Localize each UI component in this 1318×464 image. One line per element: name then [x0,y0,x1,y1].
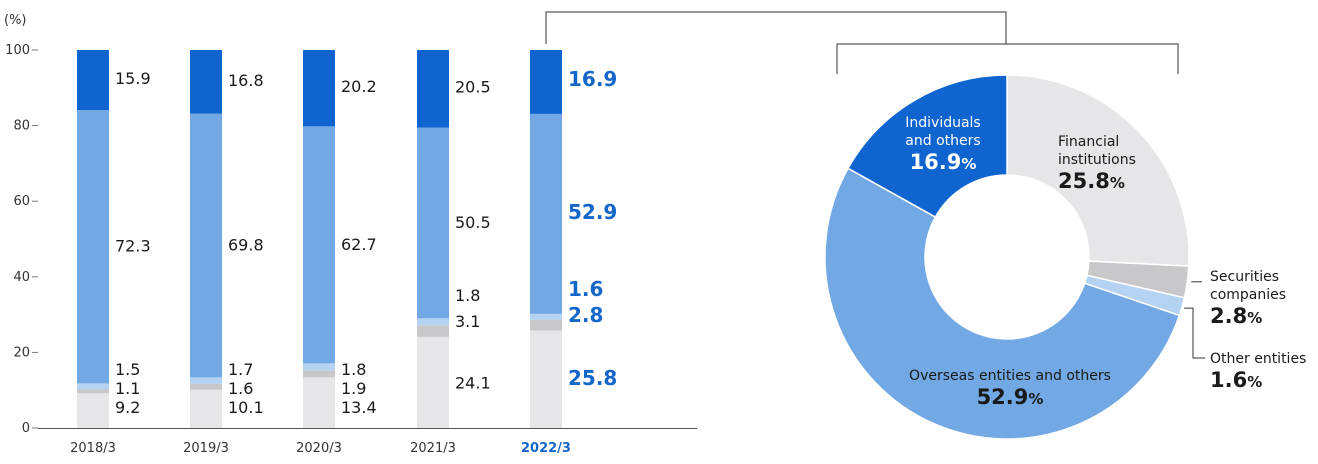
y-tick-label: 20 [13,345,30,360]
bar-segment-individuals [417,50,449,128]
label-financial-name: institutions [1058,152,1136,168]
x-tick-label: 2018/3 [70,441,116,456]
label-securities-name: Securities [1210,269,1279,285]
bar-segment-overseas [303,126,335,364]
bar-segment-financial [530,330,562,428]
value-label-other: 1.6 [568,277,603,301]
label-individuals-value: 16.9% [910,150,977,174]
bar-segment-securities [530,319,562,331]
value-label-overseas: 69.8 [228,235,264,254]
value-label-financial: 25.8 [568,366,617,390]
y-tick-label: 100 [5,43,30,58]
value-label-overseas: 72.3 [115,237,151,256]
bar-segment-financial [417,336,449,428]
value-label-individuals: 16.9 [568,67,617,91]
value-label-overseas: 62.7 [341,235,377,254]
label-overseas-value: 52.9% [977,385,1044,409]
label-financial-value-number: 25.8 [1058,169,1110,193]
bar-segment-securities [303,370,335,378]
stacked-bar-chart: (%) 0 20 40 60 80 100 9.21.11.5 72.3 15.9 2018/3 10… [4,13,697,456]
x-tick-label: 2021/3 [410,441,456,456]
x-tick-label: 2022/3 [521,441,571,456]
bar-segment-individuals [190,50,222,114]
value-label-financial: 9.2 [115,398,140,417]
bar-segment-other [77,383,109,390]
bar-segment-securities [77,389,109,394]
y-tick-label: 60 [13,194,30,209]
value-label-securities: 2.8 [568,303,603,327]
label-other-name: Other entities [1210,351,1306,367]
value-label-securities: 1.1 [115,379,140,398]
connector-bracket [545,11,1179,74]
bar-segment-overseas [417,127,449,319]
value-label-individuals: 15.9 [115,69,151,88]
label-overseas-value-number: 52.9 [977,385,1029,409]
label-overseas-name: Overseas entities and others [909,368,1111,384]
bar-segment-securities [417,325,449,337]
value-label-securities: 1.6 [228,379,253,398]
donut-slice-financial [1006,74,1190,267]
donut-slice-overseas [824,167,1181,440]
bar-segment-individuals [530,50,562,114]
value-label-financial: 13.4 [341,398,377,417]
x-tick-label: 2019/3 [183,441,229,456]
value-label-overseas: 50.5 [455,213,491,232]
label-securities-value: 2.8% [1210,304,1262,328]
bar-segment-overseas [77,110,109,384]
bar-segment-other [530,313,562,320]
value-label-individuals: 20.2 [341,77,377,96]
value-label-overseas: 52.9 [568,200,617,224]
connector-line [545,11,1007,44]
value-label-financial: 24.1 [455,373,491,392]
label-financial-value-percent: % [1110,174,1125,192]
value-label-other: 1.8 [455,286,480,305]
label-individuals-name: Individuals [905,115,980,131]
label-individuals-value-percent: % [961,155,976,173]
label-individuals-name: and others [905,133,980,149]
bar-segment-other [417,318,449,326]
label-other-value: 1.6% [1210,368,1262,392]
value-label-securities: 3.1 [455,312,480,331]
bar-segment-other [303,363,335,371]
value-label-other: 1.5 [115,360,140,379]
value-label-individuals: 16.8 [228,71,264,90]
bar-segment-individuals [77,50,109,111]
bar-segment-overseas [530,113,562,314]
y-tick-label: 40 [13,270,30,285]
label-financial-value: 25.8% [1058,169,1125,193]
value-label-individuals: 20.5 [455,78,491,97]
donut-slice-individuals [847,74,1008,219]
label-overseas-value-percent: % [1028,390,1043,408]
label-securities-name: companies [1210,287,1286,303]
label-financial-name: Financial [1058,134,1119,150]
y-tick-label: 80 [13,119,30,134]
leader-line-other [1184,307,1205,359]
bar-segment-financial [190,389,222,428]
label-securities-value-percent: % [1247,309,1262,327]
value-label-financial: 10.1 [228,398,264,417]
label-securities-value-number: 2.8 [1210,304,1247,328]
bar-segment-financial [77,393,109,428]
bar-segment-individuals [303,50,335,127]
y-tick-label: 0 [22,421,30,436]
bar-segment-overseas [190,113,222,378]
bar-segment-financial [303,377,335,428]
x-tick-label: 2020/3 [296,441,342,456]
value-label-other: 1.7 [228,360,253,379]
value-label-other: 1.8 [341,360,366,379]
bar-segment-other [190,377,222,384]
label-individuals-value-number: 16.9 [910,150,962,174]
y-axis-label: (%) [4,13,27,28]
label-other-value-percent: % [1247,373,1262,391]
label-other-value-number: 1.6 [1210,368,1247,392]
bar-segment-securities [190,383,222,390]
value-label-securities: 1.9 [341,379,366,398]
donut-bracket [836,43,1179,74]
